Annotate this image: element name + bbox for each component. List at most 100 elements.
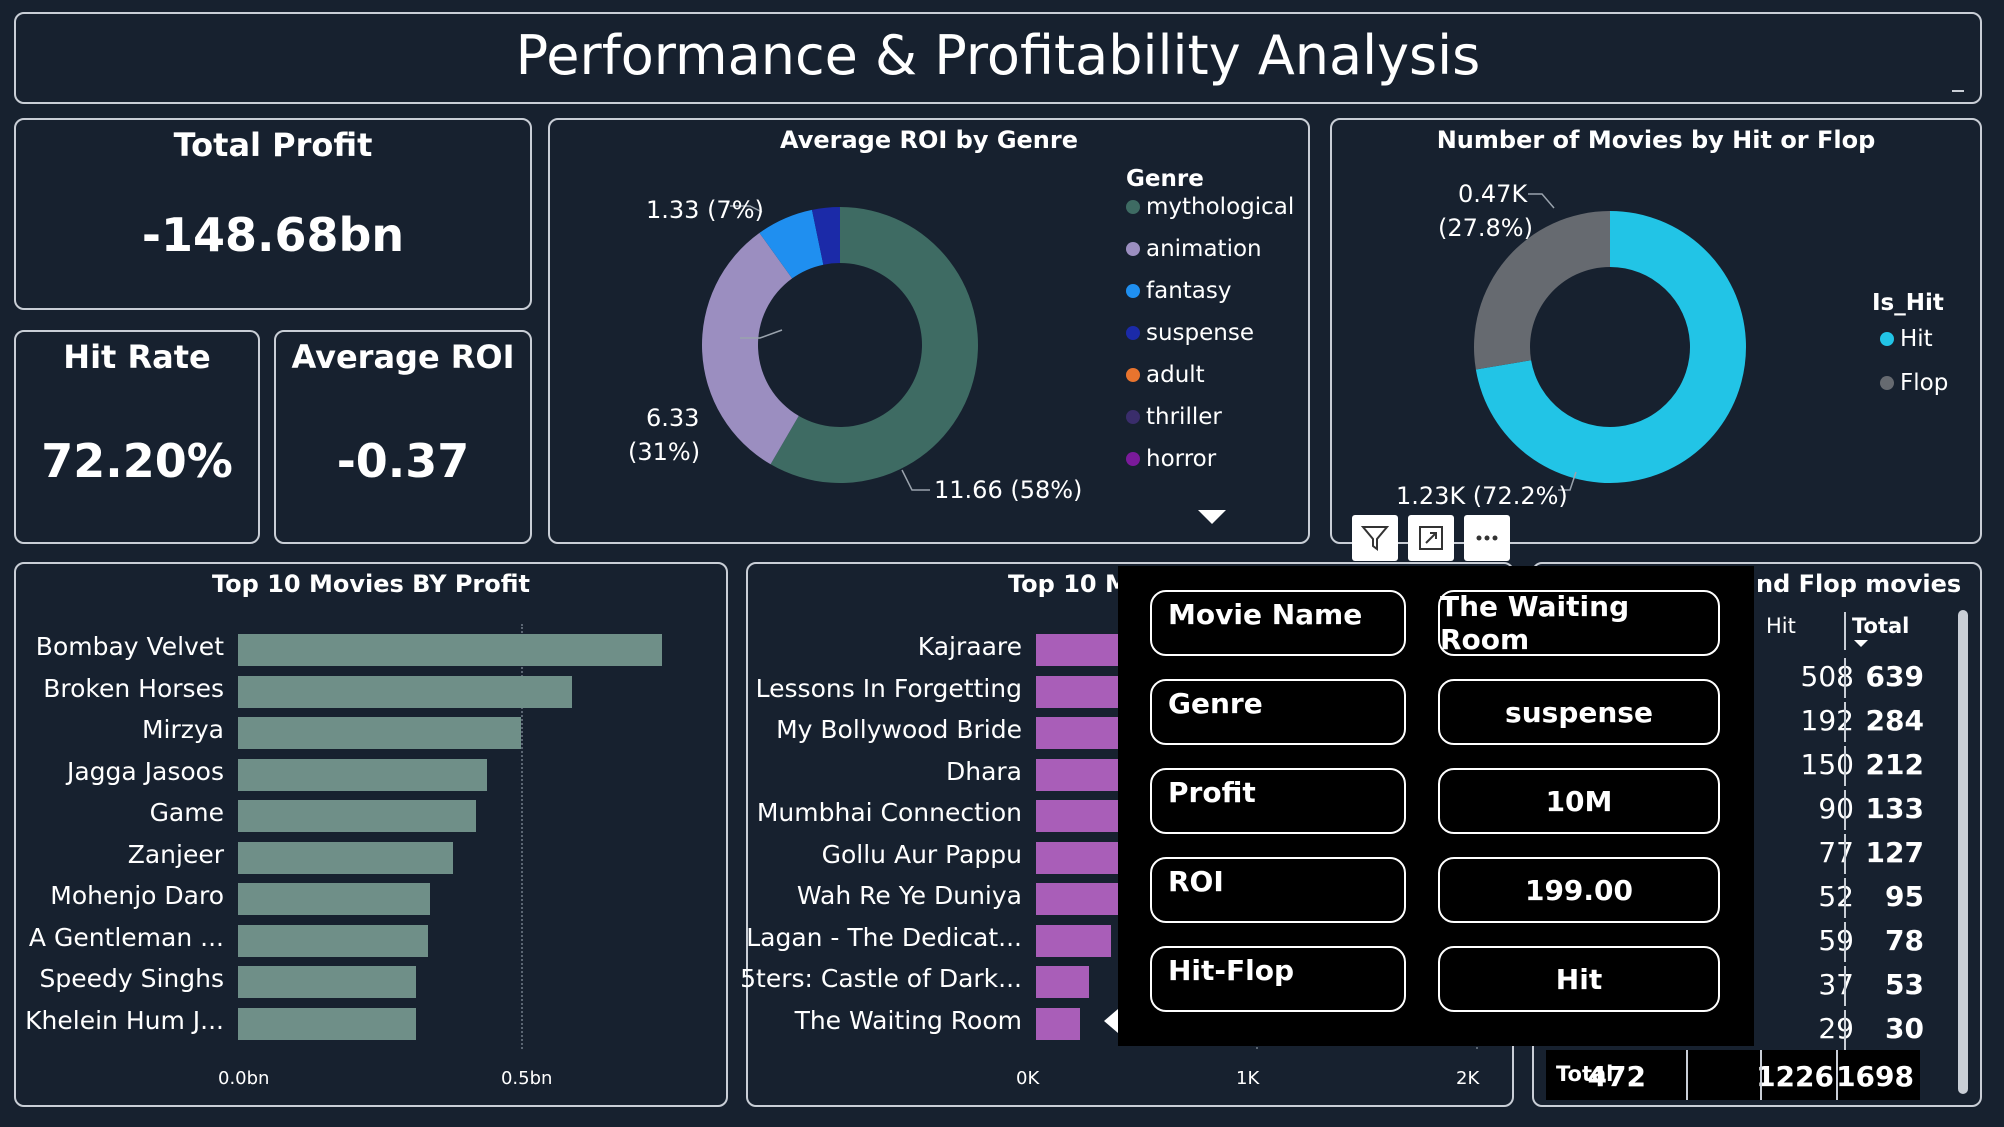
bar-category-label[interactable]: Mohenjo Daro — [50, 881, 224, 910]
roi-slice-fantasy[interactable] — [759, 209, 824, 279]
total-hit: 1226 — [1756, 1060, 1834, 1093]
legend-item-horror[interactable]: horror — [1126, 446, 1216, 472]
table-row[interactable]: 59 78 — [1754, 922, 1944, 962]
bar-category-label[interactable]: Speedy Singhs — [39, 964, 224, 993]
table-row[interactable]: 508 639 — [1754, 658, 1944, 698]
cell-divider — [1844, 922, 1846, 962]
bar[interactable] — [238, 675, 572, 708]
table-header-hit[interactable]: Hit — [1766, 614, 1796, 638]
bar-category-label[interactable]: Broken Horses — [43, 673, 224, 703]
hit-slice-hit[interactable] — [1475, 211, 1746, 483]
legend-label: fantasy — [1146, 278, 1232, 304]
table-row[interactable]: 90 133 — [1754, 790, 1944, 830]
tooltip-value: The Waiting Room — [1438, 590, 1720, 656]
focus-mode-icon[interactable] — [1408, 515, 1454, 561]
top-profit-title: Top 10 Movies BY Profit — [211, 570, 530, 598]
bar[interactable] — [238, 841, 454, 874]
legend-label: thriller — [1146, 404, 1222, 430]
legend-item-animation[interactable]: animation — [1126, 236, 1262, 262]
legend-item-fantasy[interactable]: fantasy — [1126, 278, 1231, 304]
roi-slice-animation[interactable] — [702, 232, 799, 465]
bar-category-label[interactable]: My Bollywood Bride — [776, 715, 1022, 744]
bar[interactable] — [238, 758, 487, 791]
bar-category-label[interactable]: Lagan - The Dedicat... — [746, 922, 1022, 952]
bar-category-label[interactable]: Game — [149, 798, 224, 827]
bar[interactable] — [1036, 1007, 1080, 1040]
kpi-hit-rate-label: Hit Rate — [63, 338, 211, 376]
table-row[interactable]: 192 284 — [1754, 702, 1944, 742]
bar-category-label[interactable]: 5ters: Castle of Dark... — [740, 964, 1022, 993]
bar-category-label[interactable]: Wah Re Ye Duniya — [796, 881, 1022, 910]
roi-donut-chart[interactable] — [550, 120, 1310, 540]
table-row[interactable]: 52 95 — [1754, 878, 1944, 918]
bar[interactable] — [238, 1007, 417, 1040]
roi-slice-suspense[interactable] — [811, 207, 840, 265]
table-row[interactable]: 150 212 — [1754, 746, 1944, 786]
legend-scroll-down-icon[interactable] — [1198, 510, 1226, 524]
bar[interactable] — [1036, 924, 1111, 957]
bar-category-label[interactable]: Mirzya — [141, 715, 224, 744]
table-header-total[interactable]: Total — [1852, 614, 1910, 638]
table-row[interactable]: 77 127 — [1754, 834, 1944, 874]
hit-flop-chart-title: Number of Movies by Hit or Flop — [1436, 126, 1876, 154]
sort-desc-icon[interactable] — [1854, 640, 1868, 647]
bar-category-label[interactable]: Gollu Aur Pappu — [821, 839, 1022, 869]
cell-divider — [1844, 878, 1846, 918]
top-profit-panel[interactable]: Top 10 Movies BY Profit 0.0bn 0.5bn Bombay… — [14, 562, 728, 1107]
minimize-icon[interactable] — [1952, 90, 1964, 92]
bar-category-label[interactable]: Khelein Hum J... — [25, 1005, 224, 1035]
total-divider-2 — [1760, 1050, 1762, 1100]
bar[interactable] — [238, 883, 431, 915]
legend-dot-icon — [1126, 284, 1140, 298]
roi-legend-title: Genre — [1126, 166, 1204, 192]
bar-category-label[interactable]: Bombay Velvet — [35, 632, 224, 661]
roi-label-animation-pct: (31%) — [628, 438, 701, 466]
legend-item-mythological[interactable]: mythological — [1126, 194, 1294, 220]
legend-item-flop[interactable]: Flop — [1880, 370, 1948, 396]
filter-icon[interactable] — [1352, 515, 1398, 561]
header-panel: Performance & Profitability Analysis — [14, 12, 1982, 104]
hit-flop-donut-chart[interactable] — [1332, 120, 1982, 540]
hit-flop-panel[interactable]: Number of Movies by Hit or Flop 0.47K (2… — [1330, 118, 1982, 544]
bar[interactable] — [238, 800, 476, 832]
bar-category-label[interactable]: Zanjeer — [127, 839, 224, 869]
axis-tick-label: 0K — [1016, 1068, 1040, 1089]
roi-leader-line-top — [730, 205, 763, 213]
cell-hit: 59 — [1818, 924, 1854, 957]
bar[interactable] — [1036, 966, 1089, 998]
legend-item-thriller[interactable]: thriller — [1126, 404, 1222, 430]
tooltip-key: Hit-Flop — [1150, 946, 1406, 1012]
bar-category-label[interactable]: Kajraare — [917, 632, 1022, 661]
table-row[interactable]: 29 30 — [1754, 1010, 1944, 1050]
tooltip-value: 199.00 — [1438, 857, 1720, 923]
legend-label: suspense — [1146, 320, 1255, 346]
roi-by-genre-panel[interactable]: Average ROI by Genre 1.33 (7%) 6.33 (31%… — [548, 118, 1310, 544]
legend-item-adult[interactable]: adult — [1126, 362, 1205, 388]
bar[interactable] — [238, 634, 663, 666]
legend-item-suspense[interactable]: suspense — [1126, 320, 1254, 346]
bar-category-label[interactable]: Lessons In Forgetting — [755, 673, 1022, 703]
legend-item-hit[interactable]: Hit — [1880, 326, 1933, 352]
cell-total: 212 — [1865, 748, 1924, 781]
table-total-row: Total 472 1226 1698 — [1546, 1050, 1920, 1100]
bar-category-label[interactable]: Mumbhai Connection — [756, 798, 1022, 827]
kpi-avg-roi-card: Average ROI -0.37 — [274, 330, 532, 544]
legend-dot-icon — [1880, 376, 1894, 390]
bar[interactable] — [238, 924, 428, 957]
bar-category-label[interactable]: The Waiting Room — [794, 1005, 1022, 1035]
hit-slice-flop[interactable] — [1474, 211, 1610, 370]
bar-category-label[interactable]: Jagga Jasoos — [66, 756, 224, 786]
bar[interactable] — [238, 966, 417, 998]
roi-slice-mythological[interactable] — [770, 207, 978, 483]
axis-tick-label: 0.0bn — [218, 1068, 270, 1089]
bar-category-label[interactable]: A Gentleman ... — [28, 922, 224, 952]
bar[interactable] — [238, 717, 521, 749]
table-row[interactable]: 37 53 — [1754, 966, 1944, 1006]
legend-label: animation — [1146, 236, 1262, 262]
table-scrollbar[interactable] — [1958, 610, 1968, 1094]
tooltip-key: ROI — [1150, 857, 1406, 923]
roi-label-mythological: 11.66 (58%) — [934, 476, 1083, 504]
more-options-icon[interactable] — [1464, 515, 1510, 561]
cell-divider — [1844, 966, 1846, 1006]
bar-category-label[interactable]: Dhara — [945, 756, 1022, 786]
